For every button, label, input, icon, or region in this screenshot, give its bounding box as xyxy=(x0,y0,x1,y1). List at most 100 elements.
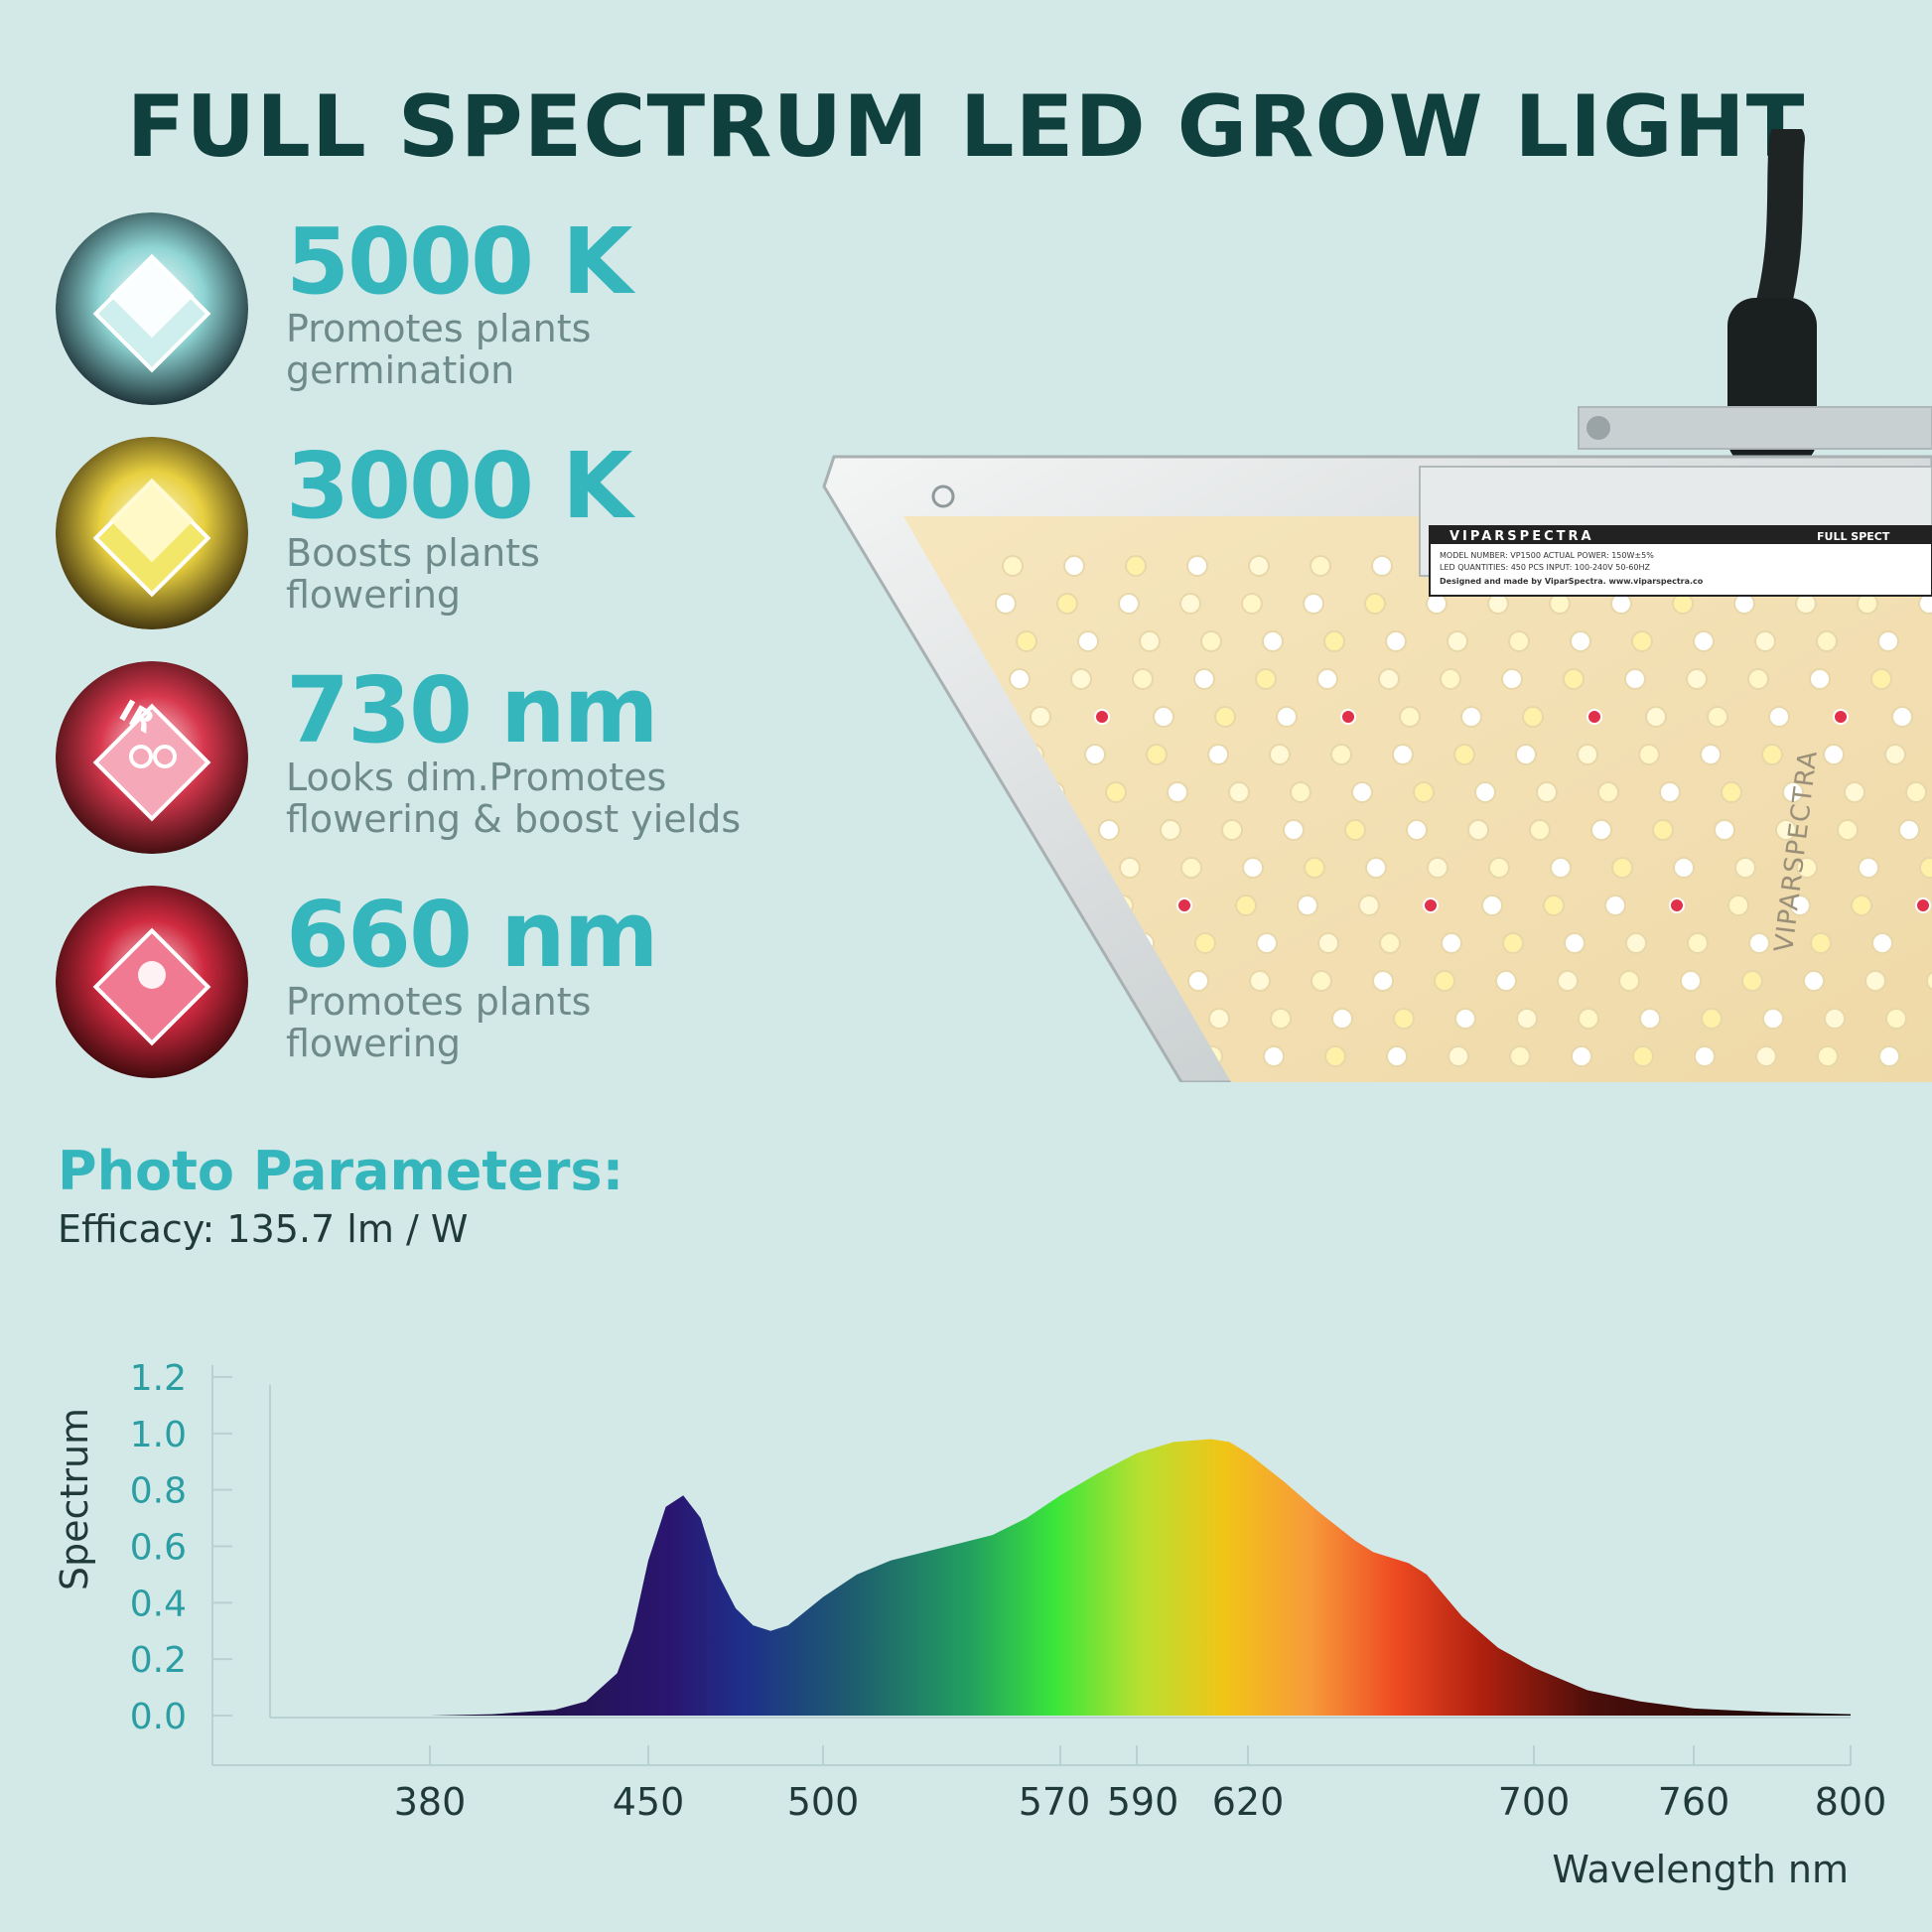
led-dot xyxy=(1098,819,1120,841)
led-dot xyxy=(1248,555,1270,577)
led-dot xyxy=(1571,1045,1592,1067)
led-dot xyxy=(1304,857,1325,879)
led-dot xyxy=(1249,970,1271,992)
led-dot xyxy=(1516,1008,1538,1030)
x-tick-label: 570 xyxy=(1019,1780,1091,1824)
x-tick-label: 760 xyxy=(1658,1780,1730,1824)
led-dot xyxy=(1891,706,1913,728)
led-dot xyxy=(1200,630,1222,652)
feature-description: Boosts plants flowering xyxy=(286,532,842,616)
led-dot xyxy=(1915,897,1931,913)
led-dot xyxy=(1094,709,1110,725)
feature-desc-line: flowering & boost yields xyxy=(286,797,742,841)
led-dot xyxy=(1700,744,1722,765)
led-dot xyxy=(1686,668,1708,690)
led-dot xyxy=(1235,895,1257,916)
led-dot xyxy=(1139,630,1161,652)
led-dot xyxy=(1803,970,1825,992)
led-dot xyxy=(1707,706,1728,728)
feature-value: 730 nm xyxy=(286,657,658,763)
led-dot xyxy=(1365,857,1387,879)
led-dot xyxy=(1782,781,1804,803)
led-dot xyxy=(1755,1045,1777,1067)
led-dot xyxy=(1501,668,1523,690)
led-dot xyxy=(1379,932,1401,954)
led-dot xyxy=(1734,857,1756,879)
led-grow-light-image: VIPARSPECTRA FULL SPECT MODEL NUMBER: VP… xyxy=(822,129,1932,1082)
led-dot xyxy=(1118,593,1140,615)
led-dot xyxy=(1502,932,1524,954)
led-dot xyxy=(1070,668,1092,690)
led-dot xyxy=(1851,895,1872,916)
led-dot xyxy=(1262,630,1284,652)
led-dot xyxy=(1885,1008,1907,1030)
led-dot xyxy=(1378,668,1400,690)
led-dot xyxy=(1454,1008,1476,1030)
led-dot xyxy=(1871,932,1893,954)
led-dot xyxy=(1577,744,1598,765)
led-dot xyxy=(1714,819,1735,841)
led-dot xyxy=(1590,819,1612,841)
led-dot xyxy=(1085,1008,1107,1030)
feature-desc-line: Looks dim.Promotes xyxy=(286,756,667,799)
led-dot xyxy=(1618,970,1640,992)
spectrum-area xyxy=(430,1439,1851,1716)
y-tick-label: 1.2 xyxy=(130,1358,187,1399)
led-dot xyxy=(1884,744,1906,765)
led-dot xyxy=(1789,895,1811,916)
y-tick-label: 0.2 xyxy=(130,1640,187,1681)
led-dot xyxy=(1638,744,1660,765)
led-dot xyxy=(1645,706,1667,728)
label-brand: VIPARSPECTRA xyxy=(1449,529,1594,544)
led-dot xyxy=(1659,781,1681,803)
led-dot xyxy=(1160,819,1181,841)
y-tick-label: 1.0 xyxy=(130,1415,187,1455)
x-tick-label: 700 xyxy=(1498,1780,1571,1824)
spectrum-chart: 0.0 0.2 0.4 0.6 0.8 1.0 1.2 380 450 500 570 590 620… xyxy=(53,1358,1886,1891)
feature-3000k: 3000 K Boosts plants flowering xyxy=(56,437,850,635)
feature-description: Promotes plants germination xyxy=(286,308,842,391)
led-dot xyxy=(1303,593,1324,615)
feature-730nm: IR 730 nm Looks dim.Promotes flowering &… xyxy=(56,661,850,860)
led-dot xyxy=(1311,970,1332,992)
led-dot xyxy=(1270,1008,1292,1030)
led-dot xyxy=(1125,555,1147,577)
led-dot xyxy=(1898,819,1920,841)
led-dot xyxy=(1358,895,1380,916)
led-dot xyxy=(1179,593,1201,615)
led-dot xyxy=(1864,970,1886,992)
feature-desc-line: Promotes plants xyxy=(286,980,592,1024)
led-dot xyxy=(1297,895,1318,916)
led-dot xyxy=(1474,781,1496,803)
led-dot xyxy=(1050,895,1072,916)
x-tick-label: 590 xyxy=(1107,1780,1179,1824)
led-dot xyxy=(1673,857,1695,879)
y-tick-label: 0.4 xyxy=(130,1584,187,1624)
led-dot xyxy=(1543,895,1565,916)
feature-660nm: 660 nm Promotes plants flowering xyxy=(56,886,850,1084)
led-dot xyxy=(1741,970,1763,992)
led-dot xyxy=(1522,706,1544,728)
led-dot xyxy=(1721,781,1742,803)
led-dot xyxy=(1701,1008,1723,1030)
label-line: Designed and made by ViparSpectra. www.v… xyxy=(1440,577,1704,586)
led-dot xyxy=(1833,709,1849,725)
led-dot xyxy=(1316,668,1338,690)
led-dot xyxy=(1256,932,1278,954)
led-dot xyxy=(1775,819,1797,841)
mount-bracket xyxy=(1578,406,1932,450)
led-dot xyxy=(1340,709,1356,725)
led-dot xyxy=(1488,857,1510,879)
led-dot xyxy=(1508,630,1530,652)
feature-desc-line: flowering xyxy=(286,1022,462,1065)
led-dot xyxy=(1796,857,1818,879)
led-dot xyxy=(1529,819,1551,841)
led-dot xyxy=(1557,970,1579,992)
label-line: LED QUANTITIES: 450 PCS INPUT: 100-240V … xyxy=(1440,563,1651,572)
led-dot xyxy=(1441,932,1462,954)
led-dot xyxy=(1207,744,1229,765)
feature-value: 660 nm xyxy=(286,882,658,988)
led-dot xyxy=(1587,709,1602,725)
led-dot xyxy=(1180,857,1202,879)
x-axis-label: Wavelength nm xyxy=(1552,1848,1849,1891)
